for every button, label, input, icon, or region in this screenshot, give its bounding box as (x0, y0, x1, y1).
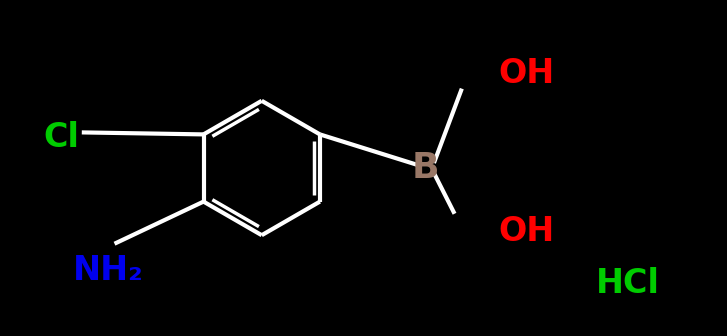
Text: B: B (411, 151, 439, 185)
Text: OH: OH (498, 57, 554, 90)
Text: HCl: HCl (596, 267, 660, 300)
Text: Cl: Cl (44, 121, 79, 154)
Text: OH: OH (498, 215, 554, 248)
Text: NH₂: NH₂ (73, 254, 143, 287)
